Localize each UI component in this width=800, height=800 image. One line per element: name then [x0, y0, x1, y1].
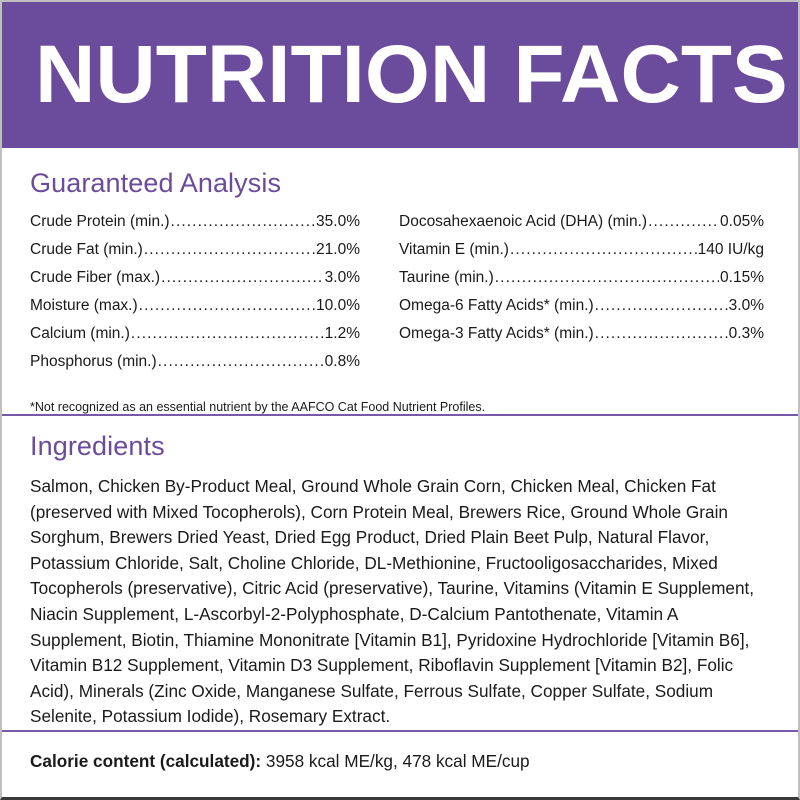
- nutrient-row: Docosahexaenoic Acid (DHA) (min.) ......…: [399, 208, 764, 236]
- nutrient-value: 35.0%: [316, 213, 360, 230]
- nutrient-value: 0.3%: [728, 325, 764, 342]
- nutrient-row: Taurine (min.) .........................…: [399, 264, 764, 292]
- dot-leader: ........................................…: [161, 269, 324, 286]
- guaranteed-analysis-section: Guaranteed Analysis Crude Protein (min.)…: [2, 148, 798, 414]
- nutrient-row: Omega-3 Fatty Acids* (min.) ............…: [399, 320, 764, 348]
- ingredients-section: Ingredients Salmon, Chicken By-Product M…: [2, 416, 798, 730]
- nutrient-name: Moisture (max.): [30, 297, 138, 314]
- nutrient-name: Phosphorus (min.): [30, 353, 157, 370]
- calorie-content-section: Calorie content (calculated): 3958 kcal …: [2, 732, 798, 773]
- dot-leader: ........................................…: [130, 325, 324, 342]
- nutrient-row: Crude Protein (min.) ...................…: [30, 208, 360, 236]
- ingredients-heading: Ingredients: [30, 431, 165, 461]
- dot-leader: ........................................…: [509, 241, 697, 258]
- dot-leader: ........................................…: [594, 297, 728, 314]
- calorie-content-value: 3958 kcal ME/kg, 478 kcal ME/cup: [265, 750, 530, 771]
- guaranteed-analysis-right-column: Docosahexaenoic Acid (DHA) (min.) ......…: [399, 208, 764, 376]
- ingredients-text: Salmon, Chicken By-Product Meal, Ground …: [30, 476, 755, 727]
- calorie-content-line: Calorie content (calculated): 3958 kcal …: [30, 749, 770, 773]
- nutrient-name: Taurine (min.): [399, 269, 494, 286]
- nutrient-value: 21.0%: [316, 241, 360, 258]
- nutrient-value: 0.8%: [324, 353, 360, 370]
- dot-leader: ........................................…: [170, 213, 316, 230]
- header-banner: NUTRITION FACTS: [2, 2, 798, 148]
- nutrient-value: 3.0%: [728, 297, 764, 314]
- nutrient-value: 0.15%: [720, 269, 764, 286]
- nutrient-row: Crude Fiber (max.) .....................…: [30, 264, 360, 292]
- nutrient-row: Omega-6 Fatty Acids* (min.) ............…: [399, 292, 764, 320]
- dot-leader: ........................................…: [143, 241, 315, 258]
- nutrient-name: Calcium (min.): [30, 325, 130, 342]
- dot-leader: ........................................…: [494, 269, 719, 286]
- dot-leader: ........................................…: [157, 353, 324, 370]
- nutrient-value: 0.05%: [720, 213, 764, 230]
- aafco-footnote: *Not recognized as an essential nutrient…: [30, 400, 486, 414]
- nutrient-value: 140 IU/kg: [697, 241, 764, 258]
- nutrient-row: Moisture (max.) ........................…: [30, 292, 360, 320]
- nutrient-name: Omega-3 Fatty Acids* (min.): [399, 325, 594, 342]
- dot-leader: ........................................…: [138, 297, 315, 314]
- nutrient-name: Vitamin E (min.): [399, 241, 509, 258]
- calorie-content-label: Calorie content (calculated):: [30, 750, 262, 771]
- nutrient-row: Calcium (min.) .........................…: [30, 320, 360, 348]
- guaranteed-analysis-grid: Crude Protein (min.) ...................…: [30, 208, 770, 376]
- nutrient-name: Docosahexaenoic Acid (DHA) (min.): [399, 213, 648, 230]
- nutrient-row: Crude Fat (min.) .......................…: [30, 236, 360, 264]
- nutrient-value: 10.0%: [316, 297, 360, 314]
- guaranteed-analysis-left-column: Crude Protein (min.) ...................…: [30, 208, 360, 376]
- dot-leader: ........................................…: [648, 213, 720, 230]
- nutrient-row: Vitamin E (min.) .......................…: [399, 236, 764, 264]
- nutrient-row: Phosphorus (min.) ......................…: [30, 348, 360, 376]
- guaranteed-analysis-heading: Guaranteed Analysis: [30, 168, 282, 198]
- nutrient-value: 1.2%: [324, 325, 360, 342]
- nutrient-value: 3.0%: [324, 269, 360, 286]
- divider-above-ingredients: [2, 414, 798, 416]
- divider-above-calorie-content: [2, 729, 798, 732]
- nutrient-name: Crude Fat (min.): [30, 241, 143, 258]
- nutrient-name: Omega-6 Fatty Acids* (min.): [399, 297, 594, 314]
- nutrient-name: Crude Protein (min.): [30, 213, 170, 230]
- nutrient-name: Crude Fiber (max.): [30, 269, 161, 286]
- dot-leader: ........................................…: [594, 325, 728, 342]
- page-title: NUTRITION FACTS: [35, 29, 788, 120]
